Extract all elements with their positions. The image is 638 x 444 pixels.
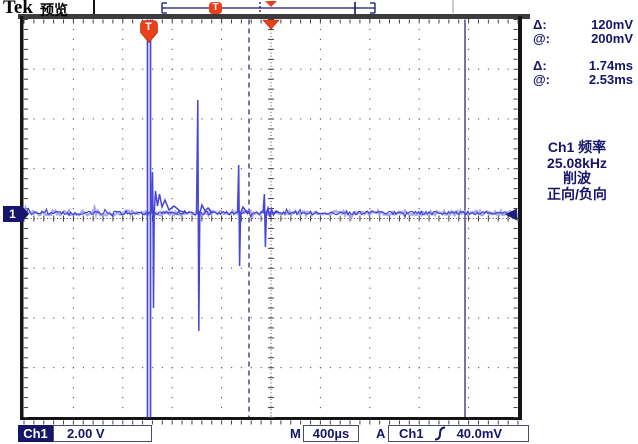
vertical-scale-readout: 2.00 V [53, 425, 152, 442]
delta-voltage-value: 120mV [591, 17, 633, 32]
polarity-label: 正向/负向 [547, 185, 607, 202]
at-voltage-value: 200mV [591, 31, 633, 46]
at-voltage-label: @: [533, 31, 551, 46]
trace-event-echo-1 [195, 99, 213, 332]
rising-edge-icon [434, 426, 445, 441]
frequency-value: 25.08kHz [547, 154, 607, 171]
trigger-level-value: 40.0mV [456, 426, 503, 441]
channel-1-ground-marker-label: 1 [9, 207, 16, 221]
record-view-trigger-marker-label: T [212, 2, 219, 13]
trigger-group-label: A [376, 426, 386, 441]
timebase-label: M [290, 426, 301, 441]
channel-info-panel: Ch1 频率 25.08kHz 削波 正向/负向 [520, 139, 634, 202]
record-view-bar [161, 2, 376, 14]
brand-logo: Tek [3, 0, 33, 18]
delta-voltage-label: Δ: [533, 17, 547, 32]
trace-baseline-soft [22, 203, 519, 221]
measurement-row: Δ: 1.74ms [533, 59, 633, 73]
graticule-grid [23, 18, 519, 419]
channel-badge: Ch1 [18, 425, 53, 442]
at-time-value: 2.53ms [588, 72, 633, 87]
trace-baseline [23, 207, 518, 219]
trace-event-echo-3 [262, 193, 281, 248]
trigger-level-arrow-icon [505, 208, 517, 221]
graticule-right-border [518, 16, 522, 420]
trigger-source-label: Ch1 [399, 426, 424, 441]
frequency-label: Ch1 频率 [547, 139, 607, 155]
clipping-label: 削波 [563, 170, 591, 186]
trace-event-main-burst-tail [150, 171, 188, 309]
trace-event-echo-2 [236, 164, 251, 267]
time-cursor-group: Δ: 1.74ms @: 2.53ms [533, 59, 633, 87]
graticule-bottom-border [20, 417, 522, 420]
timebase-readout: 400µs [303, 425, 359, 442]
graticule-ticks [23, 19, 519, 425]
measurement-row: Δ: 120mV [533, 18, 633, 32]
trigger-readout: Ch1 40.0mV [388, 425, 529, 442]
trigger-flag-label: T [145, 21, 152, 33]
graticule-top-bar [18, 14, 530, 19]
cursor-measurements: Δ: 120mV @: 200mV Δ: 1.74ms @: 2.53ms [533, 18, 633, 100]
at-time-label: @: [533, 72, 551, 87]
delta-time-label: Δ: [533, 58, 547, 73]
acquisition-mode-label: 预览 [40, 2, 68, 18]
record-view-position-icon [265, 1, 277, 7]
measurement-row: @: 2.53ms [533, 73, 633, 87]
delta-time-value: 1.74ms [588, 58, 633, 73]
voltage-cursor-group: Δ: 120mV @: 200mV [533, 18, 633, 46]
trigger-position-icon [262, 19, 280, 30]
measurement-row: @: 200mV [533, 32, 633, 46]
